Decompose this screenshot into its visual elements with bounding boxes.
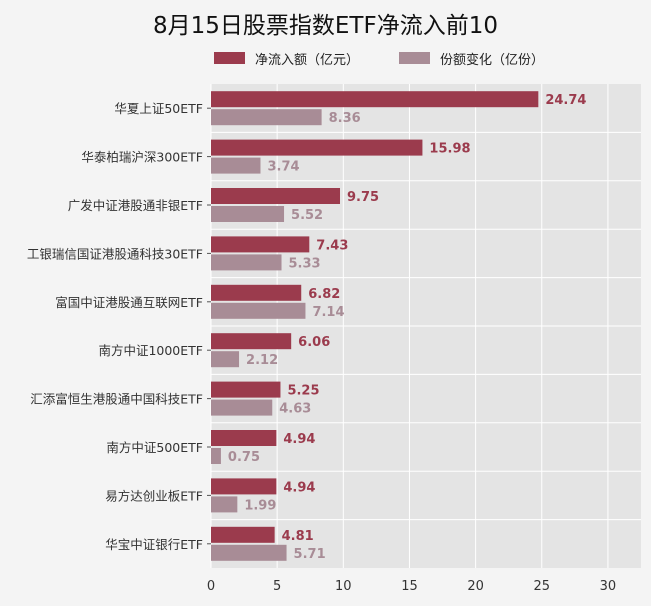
value-label-net-inflow: 7.43 <box>316 238 348 253</box>
y-category-label: 华夏上证50ETF <box>114 101 203 116</box>
y-category-label: 南方中证500ETF <box>106 440 203 455</box>
bar-net-inflow <box>211 188 340 204</box>
x-tick-label: 10 <box>335 579 352 594</box>
y-category-label: 易方达创业板ETF <box>105 488 203 503</box>
bar-share-change <box>211 254 282 271</box>
legend-item-net-inflow: 净流入额（亿元） <box>214 49 359 68</box>
legend-label-share-change: 份额变化（亿份） <box>440 52 545 68</box>
bar-net-inflow <box>211 430 277 446</box>
value-label-share-change: 8.36 <box>329 111 361 126</box>
x-tick-label: 15 <box>401 579 418 594</box>
bar-net-inflow <box>211 526 275 543</box>
bar-net-inflow <box>211 381 281 398</box>
bar-net-inflow <box>211 236 310 253</box>
value-label-net-inflow: 9.75 <box>347 190 379 205</box>
y-category-label: 华宝中证银行ETF <box>105 537 203 552</box>
value-label-share-change: 1.99 <box>244 498 276 513</box>
bar-net-inflow <box>211 284 302 301</box>
y-category-label: 工银瑞信国证港股通科技30ETF <box>27 246 203 261</box>
bar-share-change <box>211 109 322 126</box>
value-label-net-inflow: 6.82 <box>308 287 340 302</box>
value-label-share-change: 0.75 <box>228 450 260 465</box>
y-category-label: 南方中证1000ETF <box>98 343 203 358</box>
value-label-share-change: 2.12 <box>246 353 278 368</box>
y-category-label: 广发中证港股通非银ETF <box>68 198 203 213</box>
value-label-net-inflow: 24.74 <box>545 93 586 108</box>
bar-share-change <box>211 302 306 319</box>
x-tick-label: 20 <box>467 579 484 594</box>
value-label-net-inflow: 4.81 <box>282 529 314 544</box>
legend: 净流入额（亿元） 份额变化（亿份） <box>214 48 584 68</box>
value-label-net-inflow: 6.06 <box>298 335 330 350</box>
value-label-share-change: 5.71 <box>294 547 326 562</box>
y-category-label: 汇添富恒生港股通中国科技ETF <box>30 392 203 407</box>
value-label-share-change: 4.63 <box>279 402 311 417</box>
chart-title: 8月15日股票指数ETF净流入前10 <box>153 13 498 39</box>
x-tick-label: 5 <box>273 579 281 594</box>
value-label-share-change: 5.52 <box>291 208 323 223</box>
value-label-share-change: 7.14 <box>312 305 344 320</box>
bar-share-change <box>211 496 238 513</box>
y-category-label: 富国中证港股通互联网ETF <box>55 295 203 310</box>
legend-label-net-inflow: 净流入额（亿元） <box>255 52 360 68</box>
x-tick-label: 30 <box>600 579 617 594</box>
bar-share-change <box>211 206 285 222</box>
value-label-net-inflow: 5.25 <box>287 384 319 399</box>
bar-share-change <box>211 448 221 464</box>
bar-net-inflow <box>211 333 292 350</box>
bar-share-change <box>211 544 287 561</box>
x-tick-label: 0 <box>207 579 215 594</box>
bar-net-inflow <box>211 139 423 156</box>
value-label-share-change: 5.33 <box>289 256 321 271</box>
bar-share-change <box>211 157 261 174</box>
legend-swatch-net-inflow <box>214 52 245 64</box>
bar-net-inflow <box>211 91 539 108</box>
bar-net-inflow <box>211 478 277 495</box>
x-tick-label: 25 <box>533 579 550 594</box>
y-category-label: 华泰柏瑞沪深300ETF <box>81 150 203 165</box>
bar-share-change <box>211 351 240 368</box>
legend-item-share-change: 份额变化（亿份） <box>399 49 544 68</box>
value-label-net-inflow: 15.98 <box>429 142 470 157</box>
bar-share-change <box>211 399 273 416</box>
value-label-net-inflow: 4.94 <box>283 480 315 495</box>
legend-swatch-share-change <box>399 52 431 64</box>
value-label-share-change: 3.74 <box>267 160 299 175</box>
value-label-net-inflow: 4.94 <box>283 432 315 447</box>
